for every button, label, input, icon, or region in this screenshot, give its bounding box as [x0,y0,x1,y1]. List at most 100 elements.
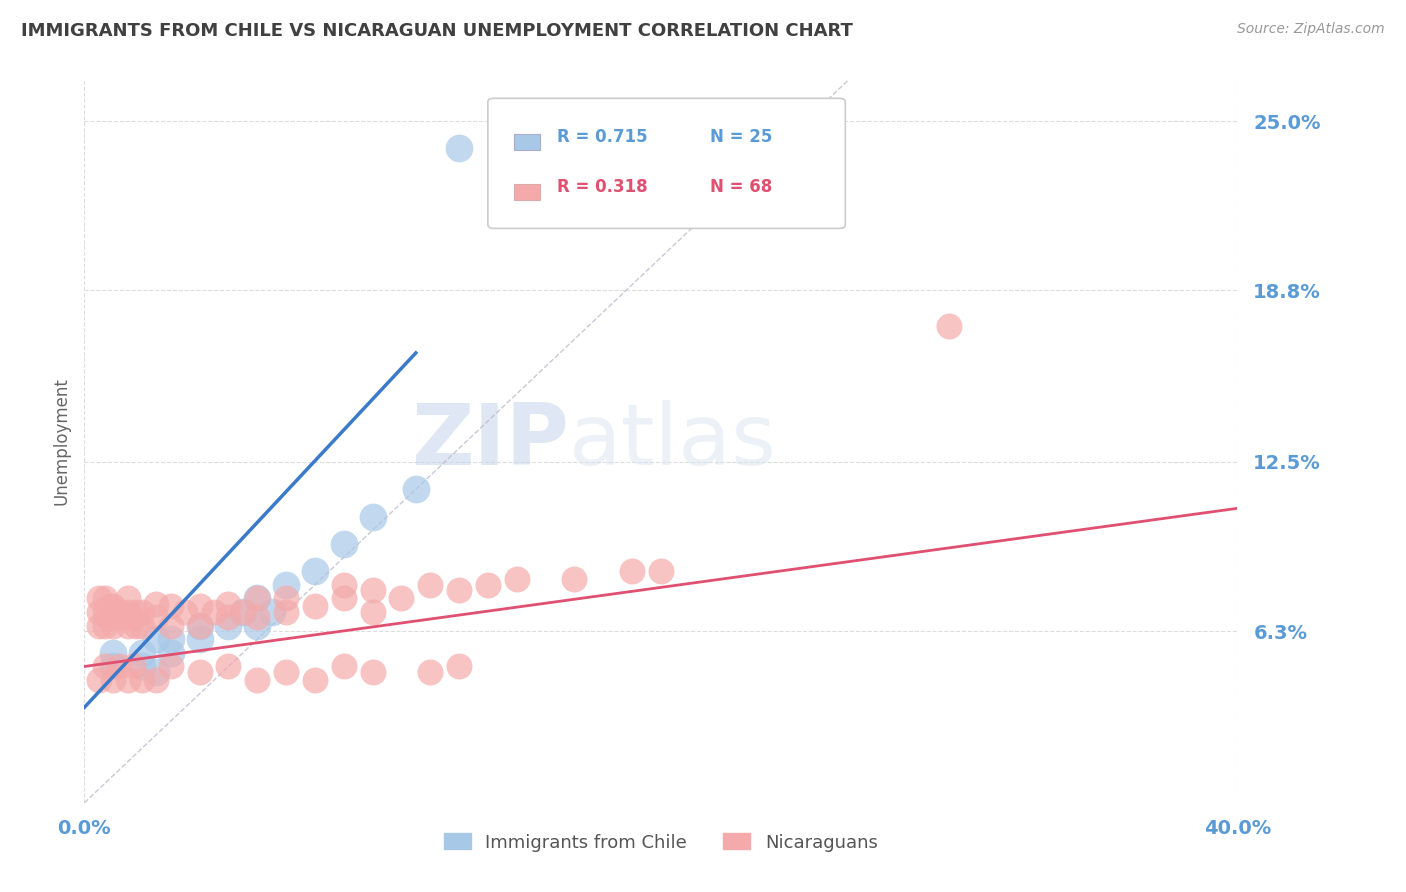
Text: R = 0.318: R = 0.318 [557,178,648,196]
Point [232,605,254,619]
Point [131,659,153,673]
Point [122,659,145,673]
FancyBboxPatch shape [488,98,845,228]
Point [449,659,471,673]
Point [246,591,269,606]
Point [111,610,134,624]
Point [232,605,254,619]
Point [246,610,269,624]
Point [108,659,131,673]
Point [361,665,384,679]
Point [276,591,298,606]
Point [117,673,139,687]
Point [131,605,153,619]
Point [108,605,131,619]
Point [103,659,124,673]
Point [202,605,225,619]
Y-axis label: Unemployment: Unemployment [52,377,70,506]
Point [160,646,183,660]
Point [160,659,183,673]
Point [93,618,115,632]
Text: ZIP: ZIP [411,400,568,483]
Point [96,610,118,624]
Point [145,632,167,647]
Point [333,577,356,591]
Point [160,632,183,647]
Point [87,823,110,838]
Point [304,564,326,578]
Point [304,673,326,687]
Point [188,665,211,679]
Point [103,599,124,614]
Point [103,610,124,624]
Point [276,665,298,679]
Point [131,618,153,632]
Point [564,572,586,586]
Point [93,659,115,673]
Point [304,599,326,614]
Point [477,577,499,591]
Point [419,665,441,679]
Text: N = 68: N = 68 [710,178,773,196]
Text: N = 25: N = 25 [710,128,773,145]
Point [188,599,211,614]
Point [174,605,197,619]
Point [145,665,167,679]
Point [103,646,124,660]
Point [405,482,427,496]
Point [218,597,240,611]
Point [145,597,167,611]
Point [125,618,148,632]
Point [333,537,356,551]
Point [333,591,356,606]
Point [188,618,211,632]
Point [87,850,110,864]
FancyBboxPatch shape [515,185,540,200]
Point [419,577,441,591]
Legend: Immigrants from Chile, Nicaraguans: Immigrants from Chile, Nicaraguans [437,826,884,859]
Point [93,605,115,619]
Point [361,509,384,524]
Text: atlas: atlas [568,400,776,483]
Point [160,599,183,614]
Point [125,605,148,619]
Point [122,610,145,624]
Point [117,591,139,606]
Point [449,583,471,598]
Point [218,618,240,632]
Point [246,591,269,606]
Point [449,141,471,155]
Point [87,591,110,606]
Point [93,591,115,606]
Text: Source: ZipAtlas.com: Source: ZipAtlas.com [1237,22,1385,37]
Point [246,673,269,687]
Point [117,618,139,632]
Point [98,599,121,614]
Point [218,610,240,624]
Point [361,583,384,598]
Point [276,577,298,591]
Point [621,564,644,578]
Point [145,673,167,687]
Point [650,564,672,578]
Point [160,618,183,632]
Point [218,659,240,673]
Point [260,605,283,619]
Point [103,618,124,632]
Point [87,618,110,632]
Text: R = 0.715: R = 0.715 [557,128,648,145]
Point [103,673,124,687]
Point [131,646,153,660]
Point [506,572,529,586]
Point [87,673,110,687]
FancyBboxPatch shape [515,134,540,150]
Point [131,863,153,878]
Point [938,318,960,333]
Point [246,618,269,632]
Point [391,591,413,606]
Point [276,605,298,619]
Point [131,673,153,687]
Point [117,605,139,619]
Point [103,878,124,892]
Point [361,605,384,619]
